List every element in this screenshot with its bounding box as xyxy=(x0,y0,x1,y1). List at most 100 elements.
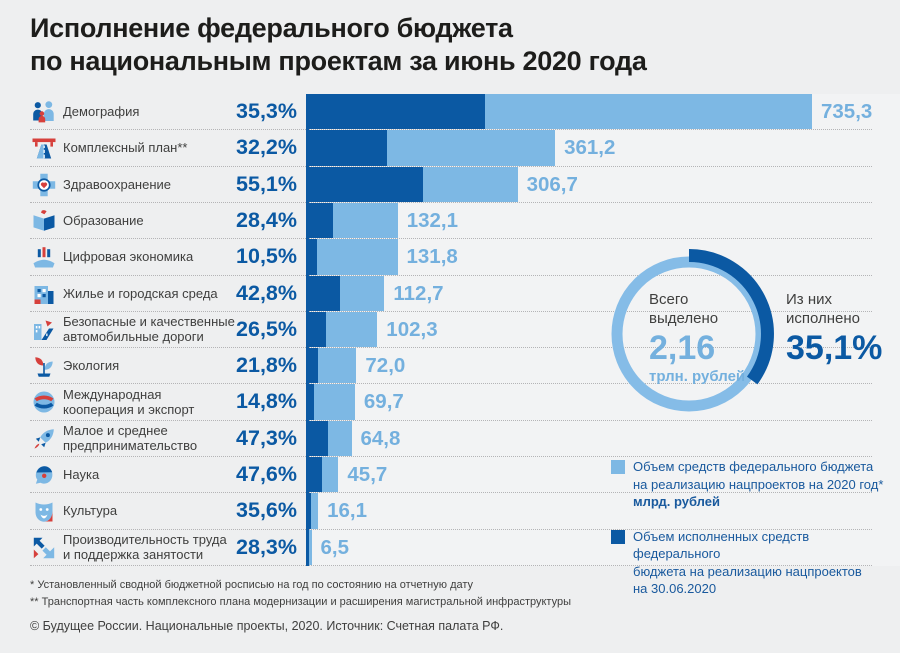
allocated-bar xyxy=(307,239,398,275)
executed-bar xyxy=(307,239,317,275)
executed-bar xyxy=(307,420,329,457)
project-label: Международная кооперация и экспорт xyxy=(63,386,195,417)
allocated-value-label: 102,3 xyxy=(386,317,438,341)
chart-row-safe-roads: Безопасные и качественные автомобильные … xyxy=(30,311,872,349)
project-label: Безопасные и качественные автомобильные … xyxy=(63,314,235,345)
legend-item-executed: Объем исполненных средств федерального бю… xyxy=(611,528,891,598)
legend-swatch xyxy=(611,460,625,474)
project-label: Производительность труда и поддержка зан… xyxy=(63,532,227,563)
executed-bar xyxy=(307,493,311,529)
total-allocated-value: 2,16 xyxy=(649,329,716,367)
demography-icon xyxy=(31,99,57,125)
executed-bar xyxy=(307,457,322,493)
total-label-line-1: Всего xyxy=(649,291,689,308)
chart-row-digital-economy: Цифровая экономика 10,5% 131,8 xyxy=(30,239,872,276)
project-label: Экология xyxy=(63,358,120,374)
executed-percent-value: 35,1% xyxy=(786,329,883,367)
science-icon xyxy=(31,462,57,488)
executed-label-line-2: исполнено xyxy=(786,310,861,327)
title-line-1: Исполнение федерального бюджета xyxy=(30,13,513,43)
allocated-value-label: 131,8 xyxy=(406,245,458,269)
executed-bar xyxy=(307,384,315,420)
executed-label-line-1: Из них xyxy=(786,291,832,308)
title-line-2: по национальным проектам за июнь 2020 го… xyxy=(30,46,647,76)
allocated-value-label: 69,7 xyxy=(363,390,404,414)
footnote-1: * Установленный сводной бюджетной роспис… xyxy=(30,579,474,591)
chart-row-science: Наука 47,6% 45,7 xyxy=(30,457,872,494)
chart-axis-line xyxy=(305,94,309,566)
allocated-bar xyxy=(307,384,355,420)
chart-row-ecology: Экология 21,8% 72,0 xyxy=(30,348,872,385)
chart-row-housing: Жилье и городская среда 42,8% 112,7 xyxy=(30,275,872,312)
digital-economy-icon xyxy=(31,244,57,270)
allocated-value-label: 132,1 xyxy=(406,208,458,232)
allocated-value-label: 16,1 xyxy=(327,499,367,523)
project-label: Демография xyxy=(63,104,140,119)
chart-row-healthcare: Здравоохранение 55,1% 306,7 xyxy=(30,166,872,203)
project-label: Комплексный план** xyxy=(63,140,188,156)
chart-row-culture: Культура 35,6% 16,1 xyxy=(30,493,872,530)
bar-chart: Демография 35,3% 735,3 Комплексный план** 32… xyxy=(30,94,900,567)
education-icon xyxy=(31,208,57,234)
small-business-icon xyxy=(31,426,57,452)
allocated-value-label: 64,8 xyxy=(360,426,401,450)
healthcare-icon xyxy=(31,172,57,198)
executed-percent-label: 32,2% xyxy=(236,135,297,160)
allocated-value-label: 112,7 xyxy=(393,281,444,305)
donut-executed-arc xyxy=(688,249,774,385)
project-label: Наука xyxy=(63,467,100,483)
executed-bar xyxy=(307,94,486,130)
executed-percent-label: 35,6% xyxy=(236,498,297,523)
total-label-line-2: выделено xyxy=(649,310,719,327)
executed-bar xyxy=(307,348,318,384)
legend-swatch xyxy=(611,529,625,544)
allocated-value-label: 306,7 xyxy=(526,172,578,196)
legend-item-allocated: Объем средств федерального бюджета на реа… xyxy=(611,458,891,511)
allocated-value-label: 72,0 xyxy=(365,354,406,378)
allocated-value-label: 6,5 xyxy=(320,535,350,559)
executed-percent-label: 28,4% xyxy=(236,207,297,232)
project-label: Жилье и городская среда xyxy=(63,285,218,301)
project-label: Образование xyxy=(63,212,144,228)
chart-row-education: Образование 28,4% 132,1 xyxy=(30,202,872,240)
executed-bar xyxy=(307,311,326,348)
executed-percent-label: 47,6% xyxy=(236,462,297,487)
executed-percent-label: 21,8% xyxy=(236,353,297,378)
project-label: Культура xyxy=(63,503,118,519)
allocated-value-label: 45,7 xyxy=(347,463,388,487)
allocated-value-label: 361,2 xyxy=(564,136,616,160)
chart-row-international-cooperation: Международная кооперация и экспорт 14,8% 6… xyxy=(30,384,872,421)
infrastructure-plan-icon xyxy=(31,135,57,161)
donut-total-label: Всего выделено 2,16 трлн. рублей xyxy=(649,290,759,386)
chart-row-labor-productivity: Производительность труда и поддержка зан… xyxy=(30,529,872,567)
legend-item-text: Объем средств федерального бюджета на реа… xyxy=(633,459,884,509)
executed-bar xyxy=(307,202,333,239)
executed-bar xyxy=(307,275,341,311)
copyright-source: © Будущее России. Национальные проекты, … xyxy=(30,619,504,633)
donut-chart xyxy=(611,249,774,412)
allocated-value-label: 735,3 xyxy=(821,100,873,123)
allocated-bar xyxy=(307,529,312,566)
legend-item-text: Объем исполненных средств федерального бю… xyxy=(633,528,862,597)
allocated-bar xyxy=(307,493,319,529)
executed-percent-label: 14,8% xyxy=(236,389,297,414)
project-label: Малое и среднее предпринимательство xyxy=(63,423,198,454)
executed-percent-label: 26,5% xyxy=(236,316,297,341)
donut-executed-label: Из них исполнено 35,1% xyxy=(786,290,896,367)
executed-percent-label: 10,5% xyxy=(236,244,297,269)
ecology-icon xyxy=(31,353,57,379)
executed-percent-label: 42,8% xyxy=(236,280,297,305)
executed-bar xyxy=(307,166,424,202)
labor-productivity-icon xyxy=(31,535,57,561)
executed-percent-label: 35,3% xyxy=(236,99,297,123)
safe-roads-icon xyxy=(31,317,57,343)
culture-icon xyxy=(31,498,57,524)
chart-row-infrastructure-plan: Комплексный план** 32,2% 361,2 xyxy=(30,130,872,167)
international-cooperation-icon xyxy=(31,389,57,415)
housing-icon xyxy=(31,281,57,307)
executed-bar xyxy=(307,130,387,166)
chart-row-small-business: Малое и среднее предпринимательство 47,3%… xyxy=(30,420,872,458)
executed-percent-label: 28,3% xyxy=(236,534,297,559)
project-label: Здравоохранение xyxy=(63,176,172,192)
